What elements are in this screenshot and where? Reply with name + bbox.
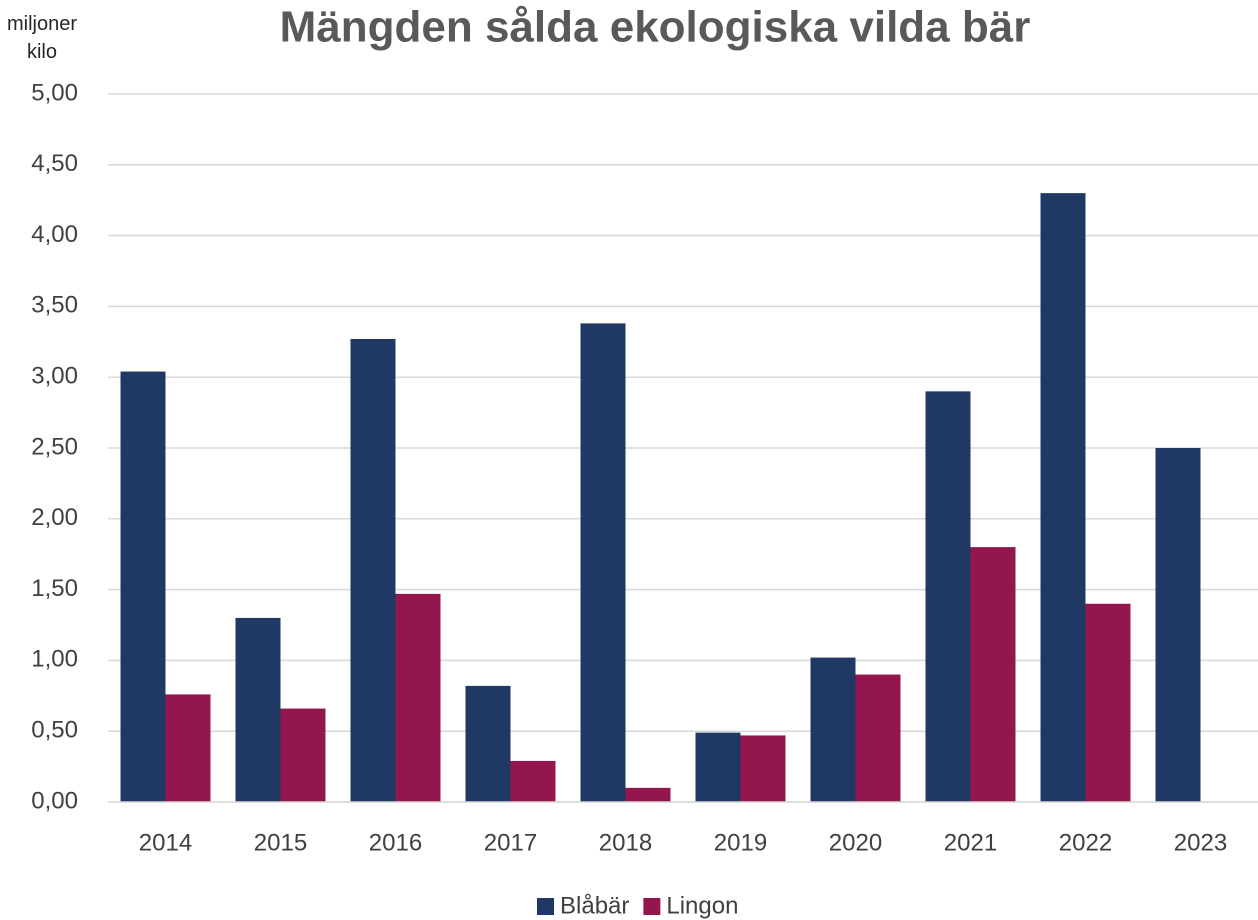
y-tick-label: 4,50 [31, 150, 78, 177]
legend-label: Lingon [666, 892, 738, 919]
bar [120, 371, 166, 802]
bar [235, 617, 281, 802]
y-tick-label: 0,50 [31, 717, 78, 744]
y-tick-label: 1,00 [31, 646, 78, 673]
bar [1155, 448, 1201, 802]
x-tick-label: 2015 [254, 829, 307, 856]
bar [695, 732, 741, 802]
bar [580, 323, 626, 802]
bar [1040, 193, 1086, 802]
y-axis-label: miljoner kilo [6, 13, 78, 63]
legend-swatch [537, 898, 554, 915]
bar [855, 674, 901, 802]
bar [925, 391, 971, 802]
x-tick-label: 2018 [599, 829, 652, 856]
y-tick-label: 2,00 [31, 504, 78, 531]
x-tick-label: 2020 [829, 829, 882, 856]
y-tick-label: 0,00 [31, 787, 78, 814]
legend-label: Blåbär [560, 892, 629, 919]
bar [165, 694, 211, 802]
bar [740, 735, 786, 802]
x-tick-label: 2017 [484, 829, 537, 856]
bar [510, 760, 556, 802]
bar [1085, 603, 1131, 802]
x-tick-label: 2022 [1059, 829, 1112, 856]
chart-title: Mängden sålda ekologiska vilda bär [280, 3, 1031, 52]
x-tick-label: 2016 [369, 829, 422, 856]
x-tick-label: 2014 [139, 829, 192, 856]
bar [810, 657, 856, 802]
bar [625, 787, 671, 802]
y-tick-label: 3,00 [31, 363, 78, 390]
x-tick-label: 2019 [714, 829, 767, 856]
x-tick-label: 2021 [944, 829, 997, 856]
bar [395, 593, 441, 802]
bar [280, 708, 326, 802]
bar [465, 685, 511, 802]
bar [350, 338, 396, 802]
x-tick-label: 2023 [1174, 829, 1227, 856]
y-tick-label: 2,50 [31, 433, 78, 460]
y-tick-label: 3,50 [31, 292, 78, 319]
y-tick-label: 1,50 [31, 575, 78, 602]
bar [970, 547, 1016, 802]
y-tick-label: 4,00 [31, 221, 78, 248]
legend-swatch [643, 898, 661, 915]
y-tick-label: 5,00 [31, 79, 78, 106]
